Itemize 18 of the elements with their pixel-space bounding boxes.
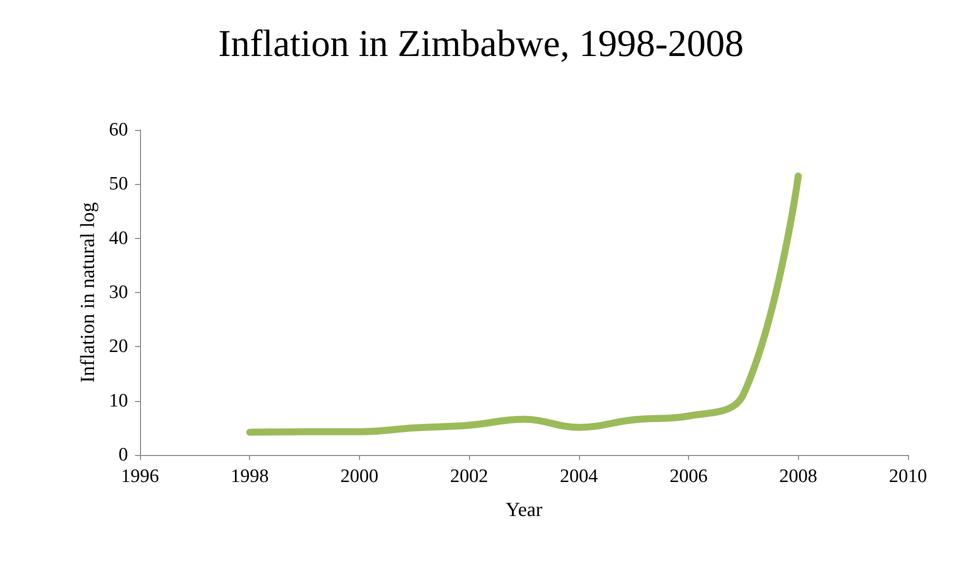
chart-title: Inflation in Zimbabwe, 1998-2008 — [218, 23, 744, 65]
y-tick-label: 10 — [109, 390, 128, 412]
y-tick-label: 40 — [109, 228, 128, 249]
y-axis-title: Inflation in natural log — [77, 202, 100, 383]
x-tick-label: 2000 — [340, 466, 378, 487]
y-tick-label: 0 — [118, 444, 128, 466]
y-tick-label: 50 — [109, 174, 128, 195]
x-tick-label: 2010 — [889, 466, 927, 487]
x-tick-label: 2008 — [779, 466, 818, 487]
x-tick-label: 2004 — [560, 466, 598, 487]
x-tick-label: 1996 — [121, 466, 159, 487]
y-tick-label: 60 — [109, 120, 128, 140]
y-tick-label: 20 — [109, 336, 128, 358]
x-tick-label: 2002 — [450, 466, 488, 487]
x-tick-label: 1998 — [230, 466, 269, 487]
x-tick-label: 2006 — [670, 466, 708, 487]
x-axis-title: Year — [506, 499, 543, 521]
y-tick-label: 30 — [109, 282, 128, 303]
